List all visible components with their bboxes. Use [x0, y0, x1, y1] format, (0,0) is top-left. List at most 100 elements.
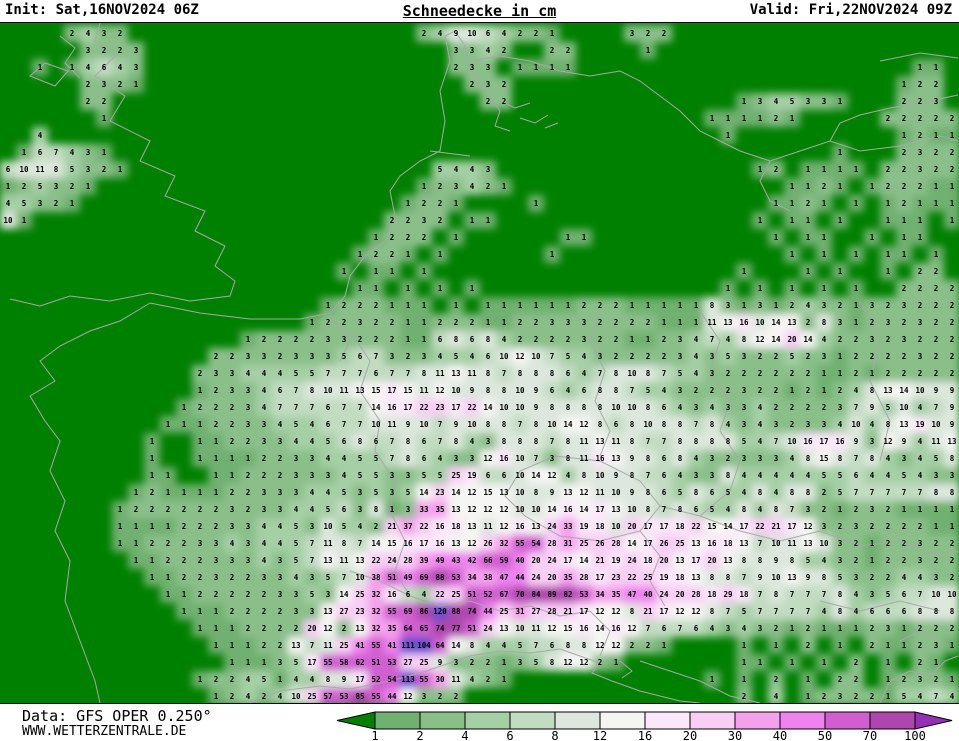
svg-text:4: 4	[918, 403, 923, 412]
svg-text:33: 33	[563, 522, 573, 531]
svg-text:25: 25	[339, 641, 348, 650]
svg-text:6: 6	[486, 471, 491, 480]
svg-text:1: 1	[790, 658, 795, 667]
svg-text:2: 2	[486, 658, 491, 667]
svg-text:7: 7	[358, 403, 363, 412]
svg-text:2: 2	[806, 386, 811, 395]
svg-text:14: 14	[339, 590, 349, 599]
svg-text:2: 2	[902, 114, 907, 123]
svg-text:23: 23	[435, 403, 445, 412]
svg-text:1: 1	[502, 301, 507, 310]
svg-text:13: 13	[291, 641, 301, 650]
svg-text:9: 9	[774, 556, 779, 565]
svg-text:8: 8	[518, 369, 523, 378]
svg-text:42: 42	[467, 556, 476, 565]
svg-text:2: 2	[886, 165, 891, 174]
svg-text:1: 1	[566, 233, 571, 242]
svg-text:8: 8	[598, 386, 603, 395]
svg-text:11: 11	[787, 539, 797, 548]
svg-text:1: 1	[182, 420, 187, 429]
svg-text:1: 1	[854, 624, 859, 633]
svg-text:47: 47	[627, 590, 636, 599]
svg-text:8: 8	[582, 641, 587, 650]
svg-text:7: 7	[358, 420, 363, 429]
svg-text:1: 1	[454, 233, 459, 242]
svg-text:2: 2	[918, 80, 923, 89]
svg-text:11: 11	[483, 522, 493, 531]
svg-text:2: 2	[950, 573, 955, 582]
svg-text:16: 16	[515, 522, 525, 531]
svg-text:2: 2	[166, 556, 171, 565]
svg-text:3: 3	[198, 539, 203, 548]
svg-text:1: 1	[166, 573, 171, 582]
svg-text:1: 1	[214, 488, 219, 497]
svg-text:2: 2	[934, 148, 939, 157]
svg-text:5: 5	[790, 352, 795, 361]
svg-text:7: 7	[854, 403, 859, 412]
svg-text:34: 34	[595, 590, 605, 599]
svg-text:3: 3	[310, 607, 315, 616]
svg-text:12: 12	[515, 352, 524, 361]
svg-text:10: 10	[771, 573, 781, 582]
svg-text:3: 3	[774, 420, 779, 429]
svg-text:5: 5	[838, 471, 843, 480]
svg-text:2: 2	[934, 301, 939, 310]
svg-text:8: 8	[582, 403, 587, 412]
svg-text:2: 2	[534, 29, 539, 38]
svg-text:3: 3	[726, 403, 731, 412]
svg-text:4: 4	[918, 437, 923, 446]
svg-text:2: 2	[774, 386, 779, 395]
svg-text:2: 2	[422, 199, 427, 208]
svg-text:2: 2	[278, 641, 283, 650]
svg-text:22: 22	[419, 522, 428, 531]
svg-text:1: 1	[774, 641, 779, 650]
svg-text:2: 2	[86, 97, 91, 106]
svg-text:6: 6	[502, 471, 507, 480]
svg-text:4: 4	[582, 369, 587, 378]
svg-text:1: 1	[182, 607, 187, 616]
svg-text:1: 1	[918, 216, 923, 225]
svg-text:7: 7	[662, 505, 667, 514]
svg-text:12: 12	[611, 607, 620, 616]
svg-text:18: 18	[723, 539, 733, 548]
svg-text:18: 18	[675, 573, 685, 582]
svg-text:8: 8	[710, 301, 715, 310]
svg-text:6: 6	[870, 607, 875, 616]
svg-text:2: 2	[518, 335, 523, 344]
svg-text:2: 2	[166, 539, 171, 548]
svg-text:1: 1	[838, 182, 843, 191]
svg-text:1: 1	[806, 675, 811, 684]
svg-text:1: 1	[502, 318, 507, 327]
svg-text:1: 1	[422, 301, 427, 310]
svg-text:8: 8	[710, 420, 715, 429]
svg-text:10: 10	[611, 488, 621, 497]
svg-text:8: 8	[758, 488, 763, 497]
svg-text:4: 4	[790, 454, 795, 463]
svg-text:7: 7	[630, 386, 635, 395]
svg-text:4: 4	[790, 471, 795, 480]
svg-text:2: 2	[54, 199, 59, 208]
svg-text:13: 13	[355, 556, 365, 565]
svg-text:3: 3	[214, 369, 219, 378]
svg-text:85: 85	[355, 692, 364, 701]
svg-text:5: 5	[710, 505, 715, 514]
svg-text:8: 8	[422, 369, 427, 378]
svg-text:11: 11	[387, 420, 397, 429]
svg-text:1: 1	[582, 233, 587, 242]
map-canvas: 2 4 3 2 2 4 9 10 6 4 2 2 1 3 2 23 2 2 3 3 3 4 2 2 2 11 1 4 6 4 3 2 3 3 1 1 1…	[0, 23, 959, 703]
svg-text:7: 7	[342, 420, 347, 429]
svg-text:2: 2	[886, 556, 891, 565]
svg-text:2: 2	[790, 301, 795, 310]
svg-text:21: 21	[643, 607, 653, 616]
svg-text:4: 4	[774, 471, 779, 480]
svg-text:11: 11	[451, 675, 461, 684]
svg-text:3: 3	[582, 335, 587, 344]
svg-text:6: 6	[438, 335, 443, 344]
svg-text:7: 7	[758, 607, 763, 616]
svg-text:2: 2	[694, 386, 699, 395]
svg-text:2: 2	[726, 369, 731, 378]
svg-text:2: 2	[422, 29, 427, 38]
svg-text:9: 9	[534, 403, 539, 412]
svg-text:5: 5	[310, 590, 315, 599]
svg-text:8: 8	[950, 488, 955, 497]
